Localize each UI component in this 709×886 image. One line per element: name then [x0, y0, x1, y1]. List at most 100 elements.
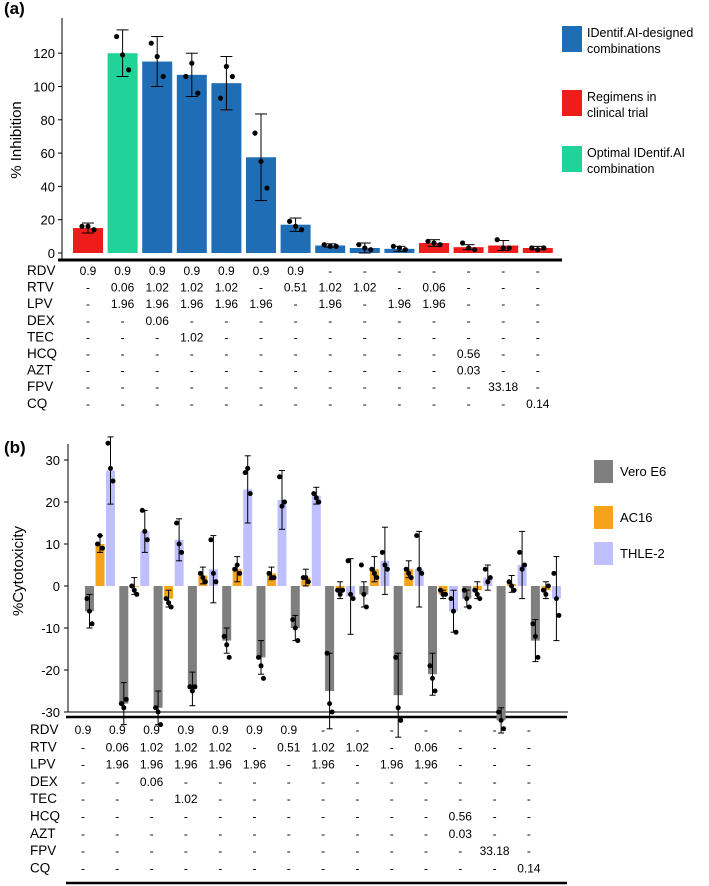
panel-b-ac16-bar-5-point [237, 570, 243, 576]
panel-b-vero-e6-bar-8-point [327, 701, 333, 707]
panel-b-table-cell: - [287, 775, 291, 789]
panel-a-table-cell: - [328, 330, 332, 344]
panel-b-vero-e6-bar-7-point [292, 625, 298, 631]
panel-b-table-cell: - [253, 792, 257, 806]
panel-b-ac16-bar-2-point [129, 583, 135, 589]
panel-b-vero-e6-bar-4-point [189, 688, 195, 694]
panel-a-bar-4-point [189, 60, 195, 66]
panel-b-table-cell: 0.9 [178, 723, 195, 737]
panel-b-table-cell: - [253, 740, 257, 754]
panel-a-table-cell: - [121, 314, 125, 328]
panel-b-table-cell: 1.96 [140, 758, 164, 772]
panel-b-table-cell: - [184, 827, 188, 841]
panel-b-y-tick-label: -10 [41, 621, 60, 636]
panel-a-table-cell: - [467, 314, 471, 328]
panel-b-y-tick-label: 20 [46, 495, 60, 510]
panel-b-vero-e6-bar-14-point [535, 654, 541, 660]
panel-a-table-cell: - [467, 397, 471, 411]
panel-b-thle-2-bar-9-point [379, 549, 385, 555]
panel-b-thle-2-bar-1-point [105, 440, 111, 446]
panel-a-table-cell: - [224, 314, 228, 328]
panel-b-table-cell: - [355, 827, 359, 841]
panel-b-label: (b) [4, 438, 26, 457]
panel-b-thle-2-bar-10-point [414, 533, 420, 539]
panel-b-vero-e6-bar-3-point [158, 722, 164, 728]
panel-a-bar-9-point [362, 245, 368, 251]
panel-b-vero-e6-bar-8-point [329, 709, 335, 715]
panel-b-vero-e6-bar-11 [428, 586, 437, 675]
panel-b-table-cell: - [218, 861, 222, 875]
panel-a-bar-1-point [79, 223, 85, 229]
panel-a-table-cell: - [363, 380, 367, 394]
panel-b-table-cell: - [253, 810, 257, 824]
panel-b-table-cell: - [493, 792, 497, 806]
panel-a-table-cell: 1.02 [146, 281, 170, 295]
panel-b-table-cell: - [115, 861, 119, 875]
panel-a-table-cell: - [259, 364, 263, 378]
panel-a-y-tick-label: 60 [41, 146, 55, 161]
panel-a-table-cell: 1.96 [180, 297, 204, 311]
panel-b-vero-e6-bar-4-point [187, 684, 193, 690]
panel-a-table-cell: 0.9 [114, 264, 131, 278]
panel-b-thle-2-bar-7-point [311, 491, 317, 497]
panel-a-bar-2-point [126, 67, 132, 73]
panel-a-table-cell: - [501, 297, 505, 311]
panel-b-vero-e6-bar-11-point [427, 663, 433, 669]
panel-b-vero-e6-bar-2 [119, 586, 129, 704]
panel-b-vero-e6-bar-9-point [361, 591, 367, 597]
panel-a-table-cell: - [432, 330, 436, 344]
panel-b-legend-label-3: THLE-2 [620, 546, 665, 561]
panel-b-vero-e6-bar-10-point [393, 654, 399, 660]
panel-b-table-cell: - [253, 775, 257, 789]
panel-b-legend-swatch-1 [594, 460, 613, 483]
panel-b-table-cell: 1.02 [311, 740, 335, 754]
panel-b-table-cell: - [150, 844, 154, 858]
panel-b-table-cell: 0.06 [140, 775, 164, 789]
panel-a-table-cell: - [224, 364, 228, 378]
panel-a-bar-2-point [120, 52, 126, 58]
panel-b-ac16-bar-14-point [545, 583, 551, 589]
panel-a-table-cell: - [501, 347, 505, 361]
panel-b-ac16-bar-12-point [474, 591, 480, 597]
panel-a-table-cell: - [397, 264, 401, 278]
panel-a-table-cell: - [294, 347, 298, 361]
panel-b-vero-e6-bar-2-point [118, 701, 124, 707]
panel-a-table-cell: - [224, 347, 228, 361]
panel-a-y-tick-label: 80 [41, 113, 55, 128]
panel-a-bar-6-point [264, 185, 270, 191]
panel-a-table-cell: 1.02 [319, 281, 343, 295]
panel-b-table-cell: - [150, 792, 154, 806]
panel-b-thle-2-bar-10-point [419, 570, 425, 576]
panel-b-table-cell: - [287, 861, 291, 875]
panel-b-table-drug-label: FPV [30, 843, 56, 858]
panel-b-thle-2-bar-11-point [453, 629, 459, 635]
panel-b-table-cell: 1.02 [174, 740, 198, 754]
panel-a-table-cell: - [397, 330, 401, 344]
panel-a-table-cell: 1.02 [353, 281, 377, 295]
panel-a-bar-7-point [287, 218, 293, 224]
panel-b-table-cell: - [458, 758, 462, 772]
panel-b-table-cell: - [458, 792, 462, 806]
panel-b-ac16-bar-8-point [337, 591, 343, 597]
panel-b-y-tick-label: 30 [46, 453, 60, 468]
panel-b-table-cell: 1.96 [174, 758, 198, 772]
panel-b-table-cell: - [287, 844, 291, 858]
panel-b-vero-e6-bar-8-point [324, 650, 330, 656]
panel-b-thle-2-bar-10-point [416, 566, 422, 572]
panel-a-table-cell: 1.96 [146, 297, 170, 311]
panel-a-bar-13-point [494, 237, 500, 243]
panel-b-table-cell: 0.9 [280, 723, 297, 737]
panel-a-bar-14-point [535, 247, 541, 253]
panel-a-table-cell: - [328, 364, 332, 378]
panel-a-table-cell: - [397, 281, 401, 295]
panel-a-table-cell: 0.03 [457, 364, 481, 378]
panel-b-table-cell: - [527, 740, 531, 754]
panel-b-thle-2-bar-14-point [553, 596, 559, 602]
panel-b-thle-2-bar-5-point [245, 465, 251, 471]
panel-b-legend-swatch-2 [594, 506, 613, 529]
panel-b-ac16-bar-13-point [511, 587, 517, 593]
panel-b-ac16-bar-9-point [369, 566, 375, 572]
panel-b-vero-e6-bar-1-point [89, 621, 95, 627]
panel-a-table-cell: - [363, 364, 367, 378]
panel-b-table-cell: - [355, 810, 359, 824]
